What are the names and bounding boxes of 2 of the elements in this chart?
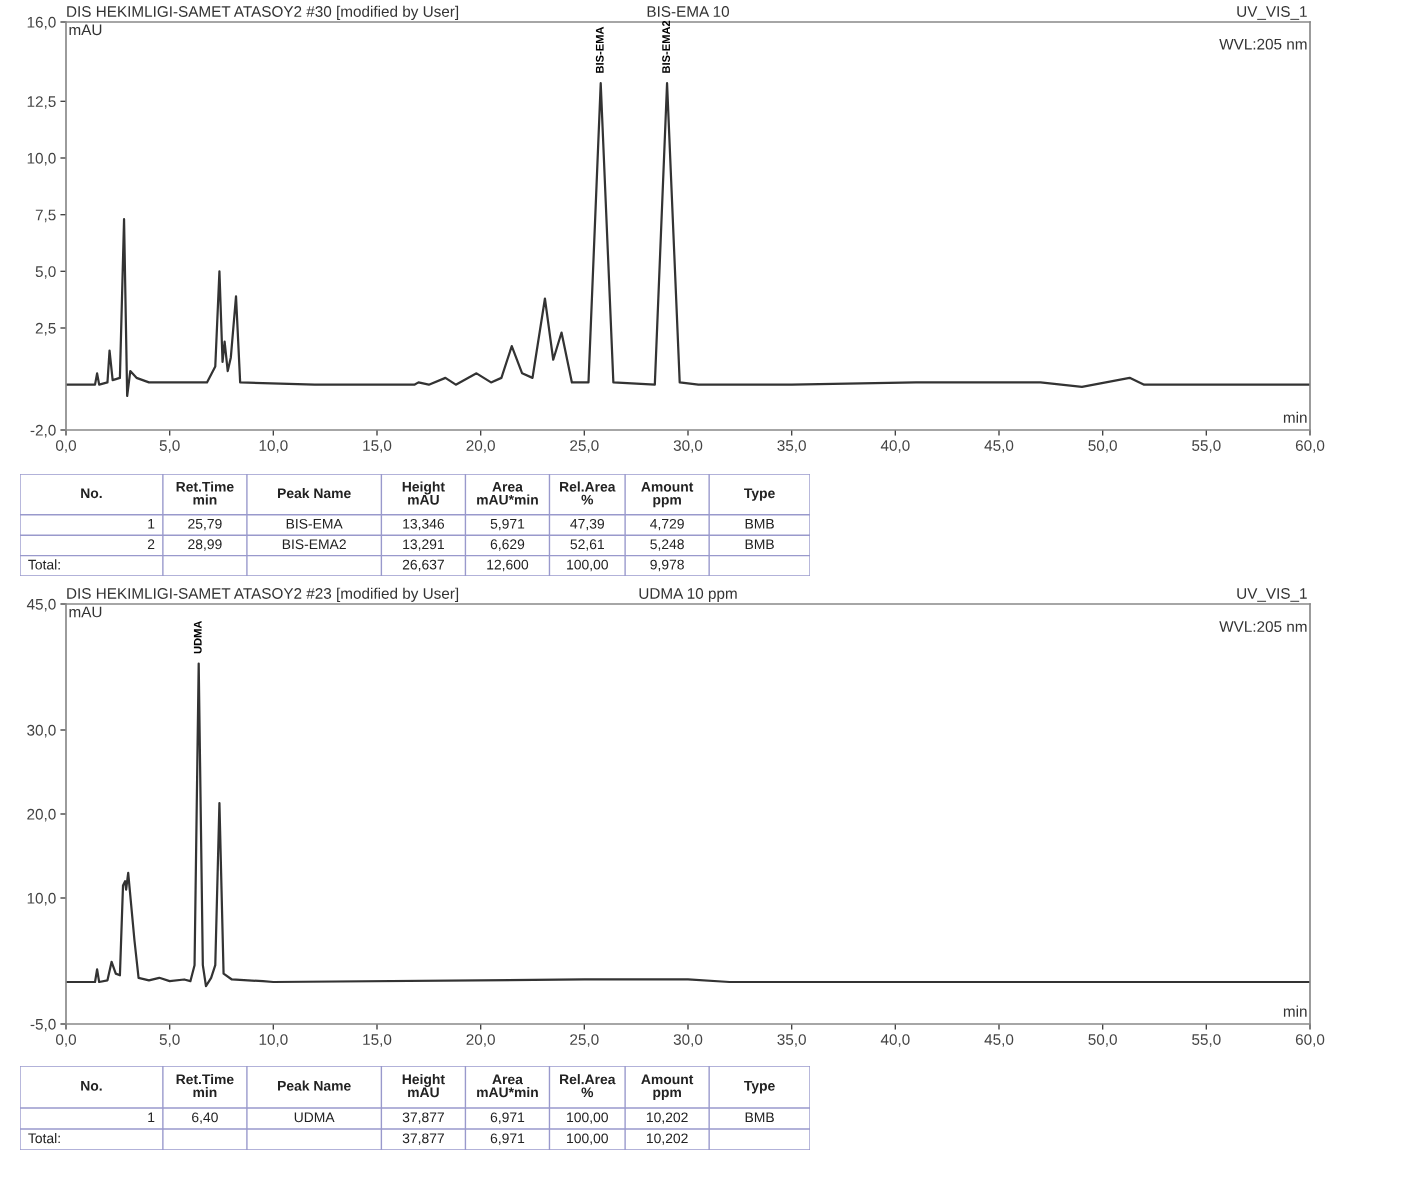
line-series [66,662,1310,988]
line-series [66,82,1310,398]
